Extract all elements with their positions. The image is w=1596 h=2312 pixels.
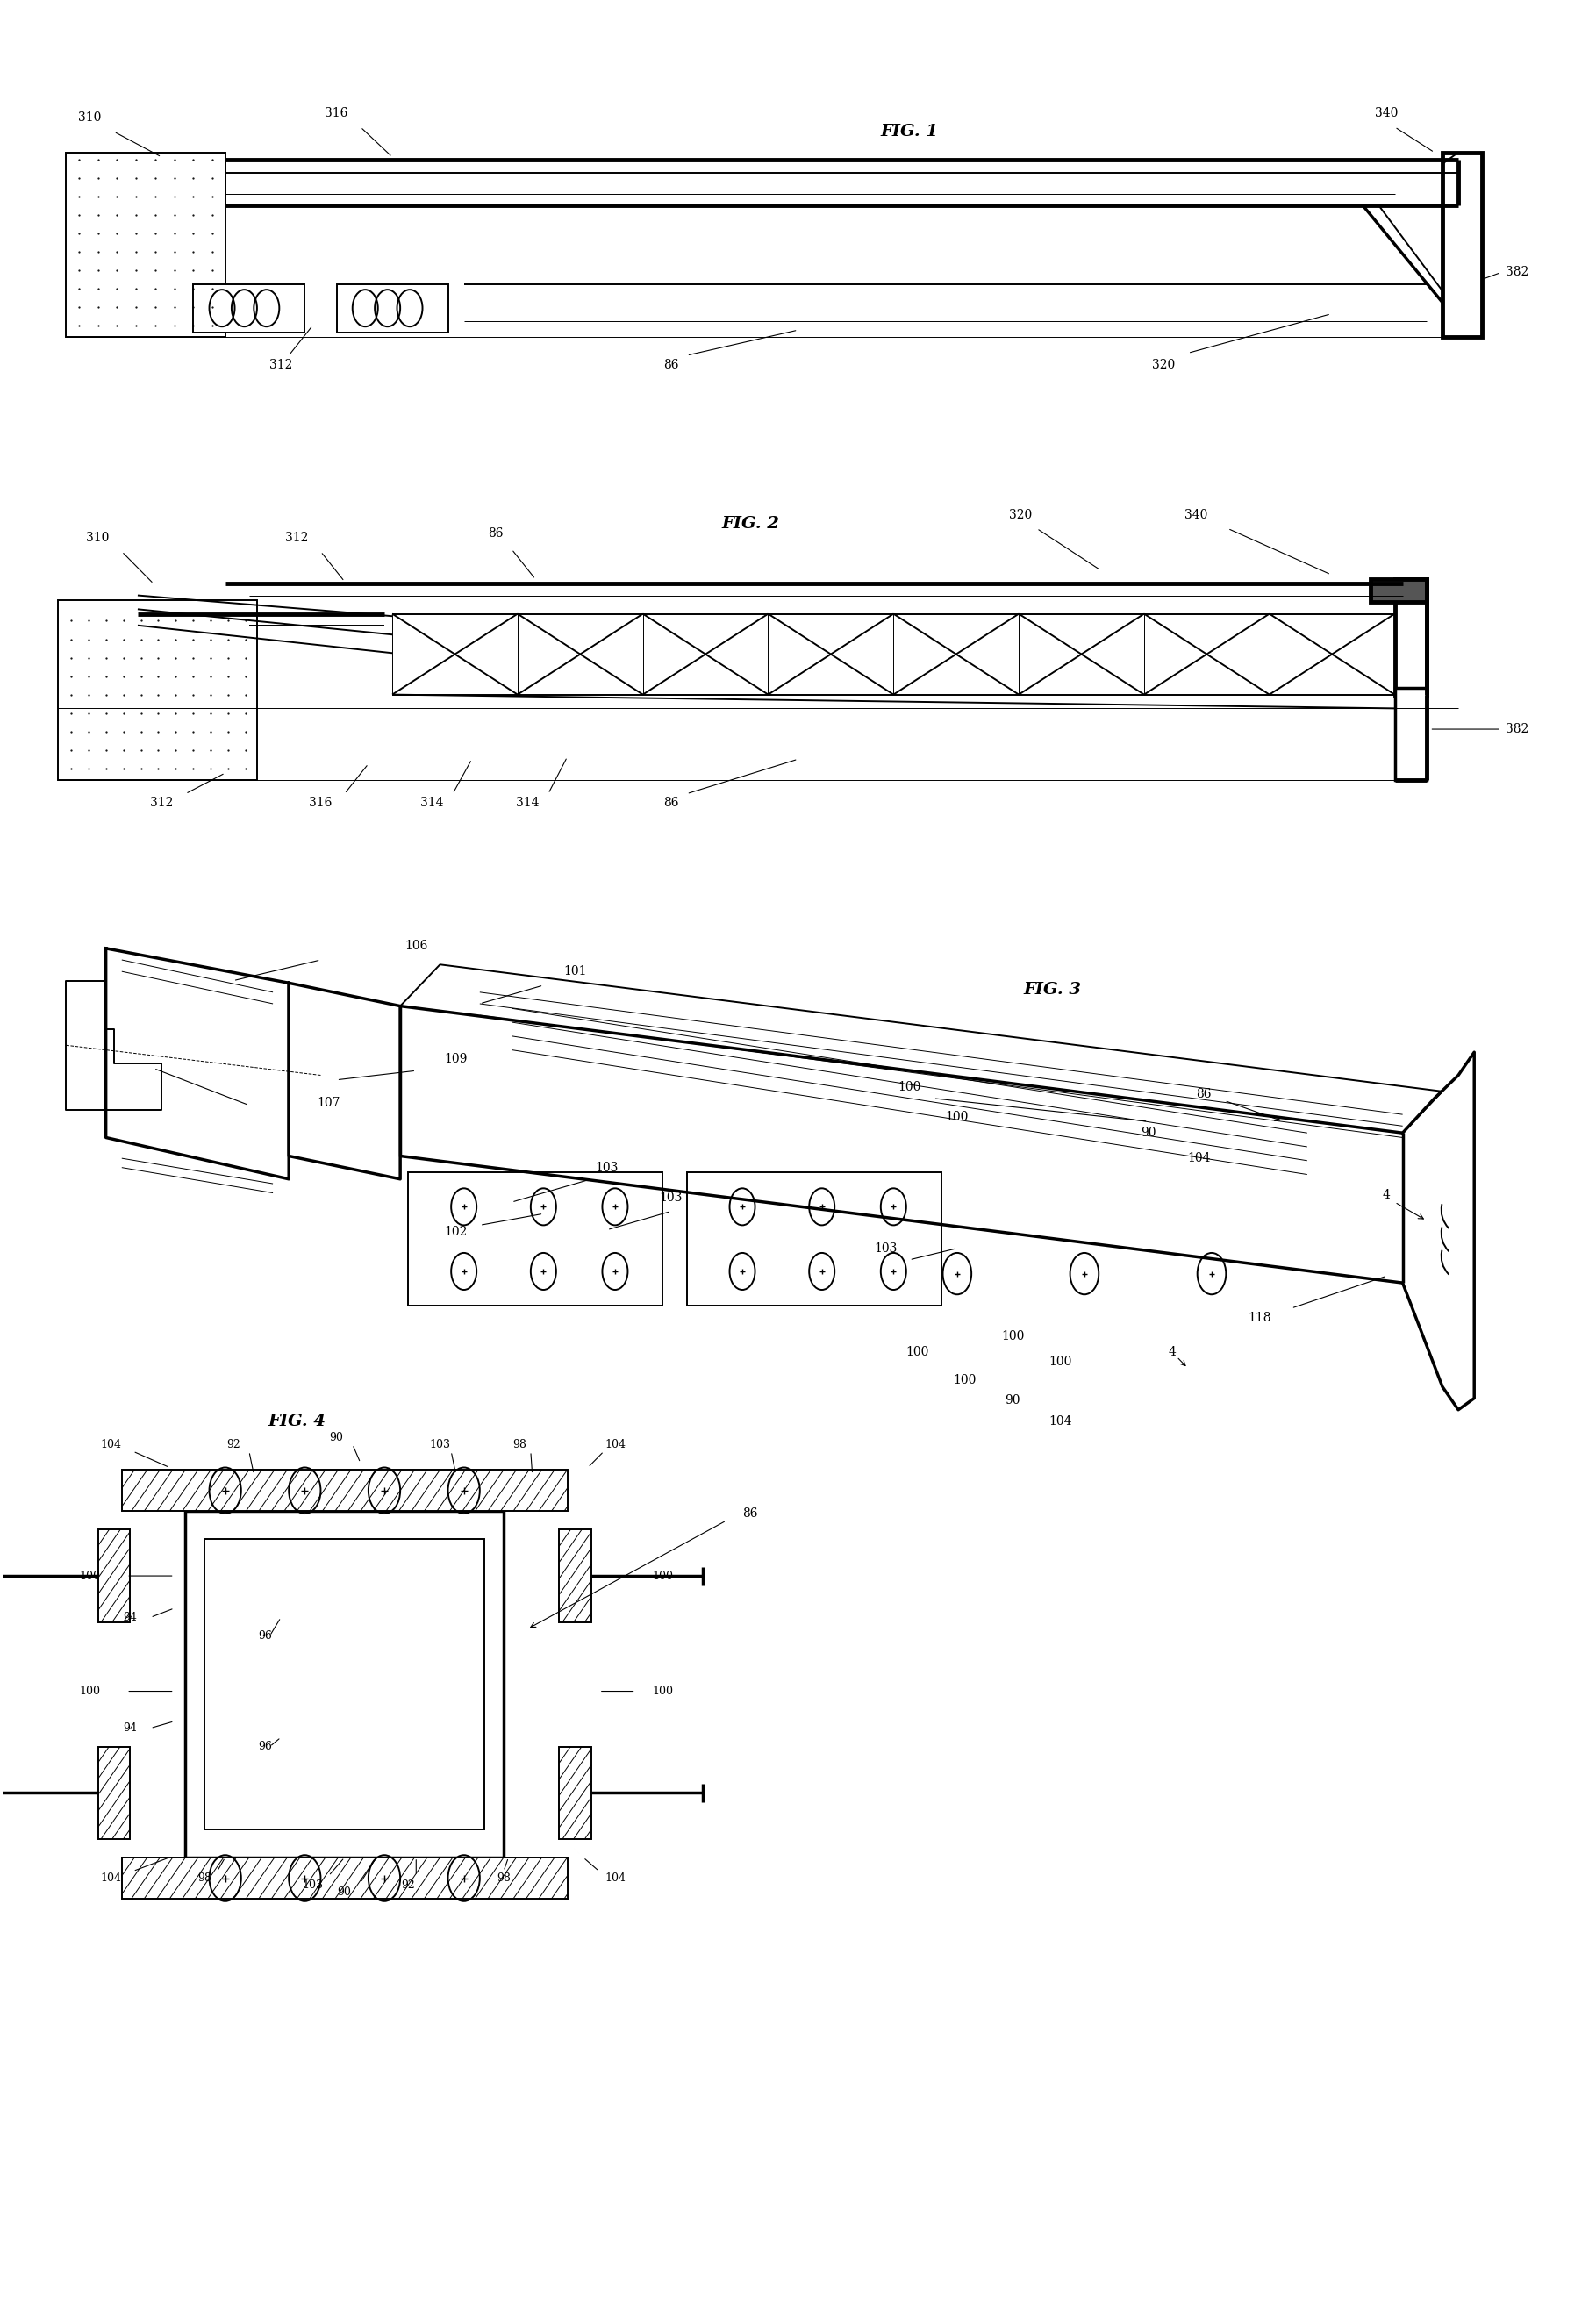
- Bar: [559, 1531, 591, 1623]
- Text: FIG. 1: FIG. 1: [881, 125, 938, 139]
- Bar: [1371, 580, 1427, 603]
- Text: 104: 104: [605, 1438, 626, 1450]
- Text: 90: 90: [1141, 1126, 1156, 1140]
- Text: 340: 340: [1184, 509, 1207, 520]
- Text: 312: 312: [270, 358, 292, 370]
- Text: 100: 100: [945, 1110, 969, 1124]
- Bar: [1443, 153, 1483, 338]
- Text: 100: 100: [653, 1570, 674, 1581]
- Text: 100: 100: [953, 1373, 977, 1385]
- Text: 90: 90: [1005, 1394, 1020, 1406]
- Text: 382: 382: [1507, 266, 1529, 277]
- Text: 90: 90: [330, 1431, 343, 1443]
- Bar: [65, 153, 225, 338]
- Text: 103: 103: [875, 1242, 897, 1255]
- Bar: [559, 1746, 591, 1838]
- Bar: [121, 1857, 567, 1898]
- Text: 4: 4: [1168, 1346, 1176, 1357]
- Bar: [97, 1746, 129, 1838]
- Text: 104: 104: [1049, 1415, 1073, 1427]
- Bar: [409, 1172, 662, 1306]
- Bar: [686, 1172, 942, 1306]
- Text: 100: 100: [1001, 1329, 1025, 1341]
- Text: 103: 103: [429, 1438, 450, 1450]
- Text: 100: 100: [1049, 1355, 1073, 1366]
- Bar: [1395, 687, 1427, 779]
- Text: 92: 92: [401, 1880, 415, 1891]
- Text: 104: 104: [101, 1873, 121, 1884]
- Text: 100: 100: [80, 1570, 101, 1581]
- Text: 314: 314: [516, 798, 539, 809]
- Text: 109: 109: [444, 1052, 468, 1066]
- Text: 107: 107: [318, 1096, 340, 1110]
- Text: 100: 100: [907, 1346, 929, 1357]
- Text: 86: 86: [662, 798, 678, 809]
- Text: FIG. 2: FIG. 2: [721, 516, 779, 532]
- Text: 86: 86: [1195, 1087, 1211, 1101]
- Text: FIG. 4: FIG. 4: [268, 1413, 326, 1429]
- Text: 314: 314: [420, 798, 444, 809]
- Text: 103: 103: [659, 1191, 681, 1205]
- Text: FIG. 3: FIG. 3: [1023, 983, 1082, 999]
- Text: 382: 382: [1507, 724, 1529, 735]
- Text: 104: 104: [101, 1438, 121, 1450]
- Bar: [193, 284, 305, 333]
- Bar: [121, 1470, 567, 1512]
- Text: 316: 316: [310, 798, 332, 809]
- Text: 310: 310: [78, 111, 102, 125]
- Text: 103: 103: [302, 1880, 324, 1891]
- Text: 320: 320: [1009, 509, 1033, 520]
- Text: 104: 104: [1187, 1151, 1211, 1165]
- Text: 312: 312: [286, 532, 308, 543]
- Text: 86: 86: [742, 1507, 758, 1519]
- Text: 100: 100: [80, 1685, 101, 1697]
- Text: 96: 96: [259, 1630, 271, 1642]
- Bar: [1395, 580, 1427, 694]
- Text: 94: 94: [123, 1722, 137, 1734]
- Bar: [337, 284, 448, 333]
- Text: 86: 86: [488, 527, 503, 539]
- Text: 100: 100: [653, 1685, 674, 1697]
- Text: 320: 320: [1152, 358, 1176, 370]
- Text: 92: 92: [227, 1438, 239, 1450]
- Text: 98: 98: [496, 1873, 511, 1884]
- Text: 94: 94: [123, 1611, 137, 1623]
- Bar: [57, 601, 257, 779]
- Text: 4: 4: [1382, 1188, 1390, 1202]
- Bar: [204, 1540, 485, 1829]
- Text: 100: 100: [899, 1080, 921, 1094]
- Bar: [97, 1531, 129, 1623]
- Text: 310: 310: [86, 532, 110, 543]
- Text: 312: 312: [150, 798, 172, 809]
- Bar: [185, 1512, 504, 1857]
- Text: 86: 86: [662, 358, 678, 370]
- Text: 102: 102: [444, 1225, 468, 1239]
- Text: 118: 118: [1248, 1311, 1270, 1325]
- Text: 103: 103: [595, 1161, 619, 1174]
- Text: 316: 316: [326, 106, 348, 120]
- Text: 98: 98: [198, 1873, 212, 1884]
- Text: 96: 96: [259, 1741, 271, 1752]
- Text: 104: 104: [605, 1873, 626, 1884]
- Text: 340: 340: [1376, 106, 1398, 120]
- Text: 106: 106: [404, 941, 428, 953]
- Text: 101: 101: [563, 966, 587, 978]
- Text: 98: 98: [512, 1438, 527, 1450]
- Text: 90: 90: [338, 1887, 351, 1898]
